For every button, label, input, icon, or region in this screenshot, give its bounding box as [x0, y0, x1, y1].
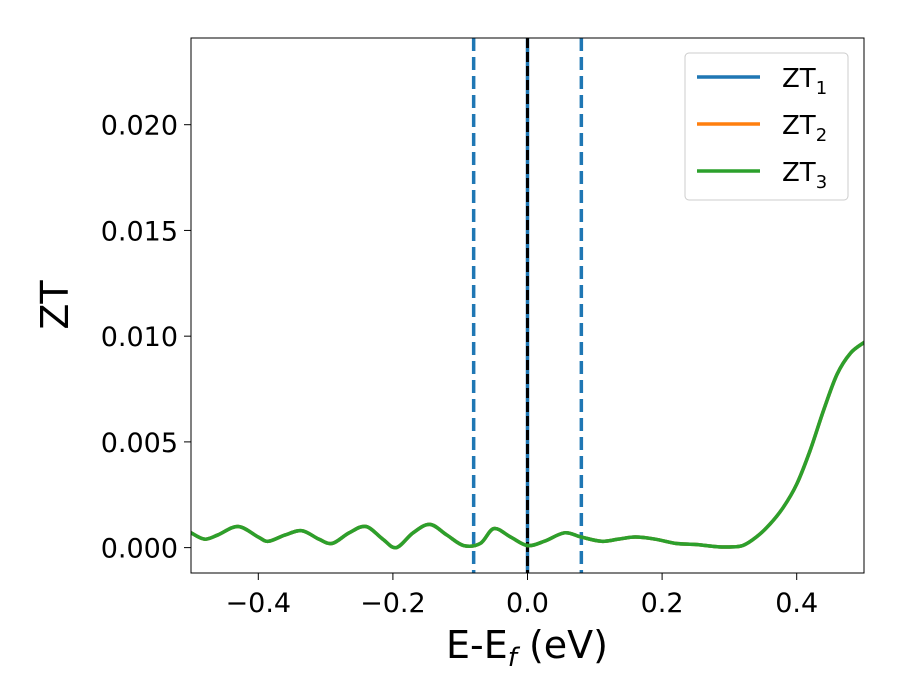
x-tick-label: 0.4 — [775, 588, 818, 619]
vertical-markers — [471, 38, 584, 573]
legend-label: ZT1 — [782, 64, 827, 99]
y-tick-label: 0.010 — [101, 322, 178, 353]
y-tick-label: 0.000 — [101, 534, 178, 565]
y-axis-ticks: 0.000 0.005 0.010 0.015 0.020 — [101, 111, 191, 565]
series-lines — [191, 340, 864, 550]
legend-label: ZT2 — [782, 111, 827, 146]
y-tick-label: 0.005 — [101, 428, 178, 459]
x-axis-ticks: −0.4 −0.2 0.0 0.2 0.4 — [226, 573, 818, 619]
x-tick-label: −0.4 — [226, 588, 292, 619]
legend: ZT1 ZT2 ZT3 — [684, 52, 849, 201]
series-line-zt3 — [191, 340, 864, 550]
x-tick-label: −0.2 — [360, 588, 426, 619]
legend-entries: ZT1 ZT2 ZT3 — [697, 64, 827, 193]
y-tick-label: 0.020 — [101, 111, 178, 142]
x-tick-label: 0.2 — [641, 588, 684, 619]
y-tick-label: 0.015 — [101, 216, 178, 247]
y-axis-label: ZT — [33, 280, 77, 330]
legend-box — [684, 52, 849, 201]
legend-label: ZT3 — [782, 158, 827, 193]
x-tick-label: 0.0 — [506, 588, 549, 619]
x-axis-label: E-Ef (eV) — [446, 623, 608, 673]
